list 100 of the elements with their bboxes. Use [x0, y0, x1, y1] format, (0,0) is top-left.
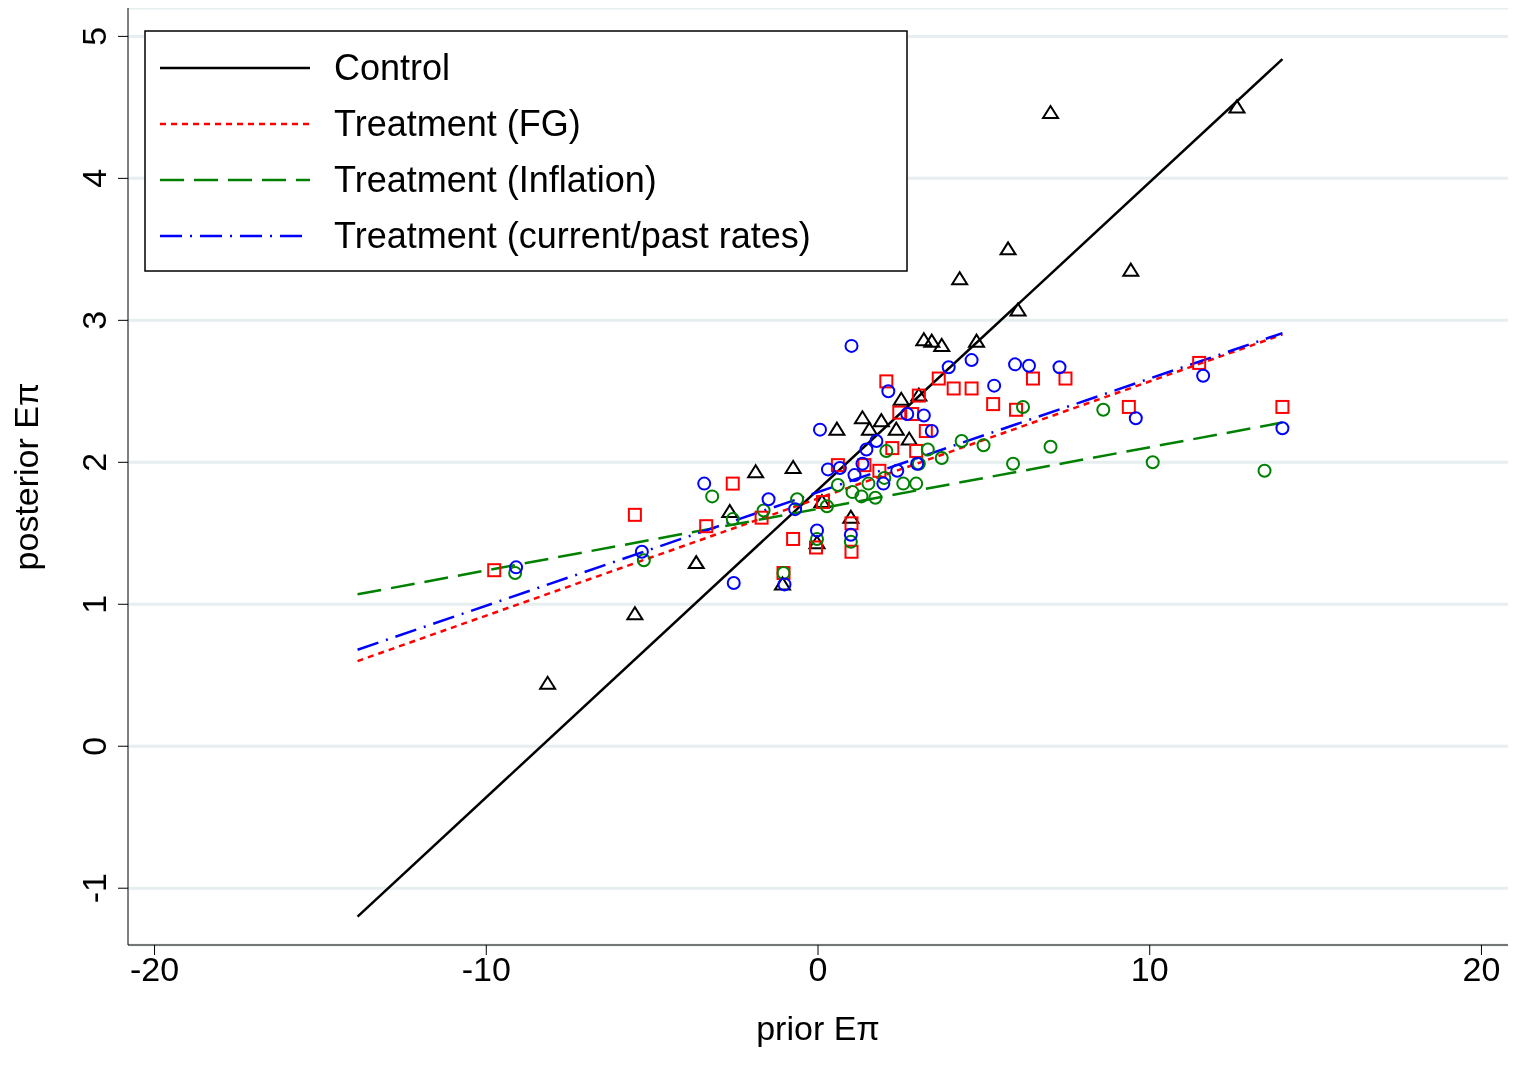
point — [843, 534, 858, 549]
point — [705, 489, 720, 504]
point — [509, 560, 524, 575]
point — [1196, 368, 1211, 383]
point — [1275, 399, 1290, 414]
point — [747, 464, 765, 479]
point — [844, 516, 859, 531]
point — [788, 502, 803, 517]
point — [987, 378, 1002, 393]
point — [699, 519, 714, 534]
point — [999, 241, 1017, 256]
point — [842, 509, 860, 524]
point — [868, 490, 883, 505]
point — [1128, 411, 1143, 426]
point — [905, 407, 920, 422]
point — [887, 421, 905, 436]
point — [876, 476, 891, 491]
point — [845, 485, 860, 500]
point — [951, 271, 969, 286]
point — [934, 451, 949, 466]
point — [1009, 402, 1024, 417]
point — [819, 499, 834, 514]
point — [892, 391, 910, 406]
point — [487, 563, 502, 578]
x-tick-label: -10 — [461, 950, 511, 989]
point — [872, 413, 890, 428]
point — [810, 523, 825, 538]
point — [931, 371, 946, 386]
point — [1009, 302, 1027, 317]
point — [1096, 402, 1111, 417]
point — [900, 431, 918, 446]
point — [1043, 439, 1058, 454]
point — [916, 408, 931, 423]
y-axis-title: posterior Eπ — [7, 382, 46, 571]
point — [964, 381, 979, 396]
point — [539, 675, 557, 690]
legend-label: Treatment (current/past rates) — [334, 215, 811, 256]
point — [756, 503, 771, 518]
point — [820, 462, 835, 477]
point — [1275, 421, 1290, 436]
point — [844, 338, 859, 353]
point — [634, 544, 649, 559]
point — [924, 424, 939, 439]
point — [872, 463, 887, 478]
point — [721, 503, 739, 518]
point — [1257, 463, 1272, 478]
point — [508, 566, 523, 581]
point — [986, 397, 1001, 412]
point — [830, 478, 845, 493]
point — [881, 384, 896, 399]
point — [812, 422, 827, 437]
point — [854, 489, 869, 504]
point — [1122, 262, 1140, 277]
point — [687, 555, 705, 570]
point — [923, 333, 941, 348]
point — [726, 575, 741, 590]
point — [828, 421, 846, 436]
point — [896, 476, 911, 491]
point — [754, 510, 769, 525]
point — [1192, 355, 1207, 370]
point — [1145, 455, 1160, 470]
point — [890, 463, 905, 478]
y-tick-label: 0 — [75, 736, 113, 756]
point — [976, 438, 991, 453]
point — [869, 434, 884, 449]
y-tick-label: 3 — [75, 310, 113, 330]
y-tick-label: 1 — [75, 594, 113, 614]
point — [1025, 371, 1040, 386]
y-tick-label: 4 — [75, 168, 113, 188]
point — [1016, 399, 1031, 414]
point — [636, 553, 651, 568]
point — [954, 434, 969, 449]
point — [725, 512, 740, 527]
point — [920, 442, 935, 457]
x-tick-label: -20 — [129, 950, 180, 989]
point — [861, 476, 876, 491]
point — [697, 476, 712, 491]
point — [860, 421, 878, 436]
point — [627, 507, 642, 522]
point — [946, 381, 961, 396]
point — [853, 410, 871, 425]
point — [933, 337, 951, 352]
x-tick-label: 10 — [1130, 950, 1169, 989]
legend-label: Control — [334, 47, 451, 88]
point — [725, 476, 740, 491]
point — [1228, 99, 1246, 114]
x-axis-title: prior Eπ — [756, 1009, 880, 1047]
y-tick-label: -1 — [75, 873, 113, 904]
point — [844, 544, 859, 559]
point — [877, 470, 892, 485]
point — [968, 333, 986, 348]
point — [859, 442, 874, 457]
point — [1058, 371, 1073, 386]
y-tick-label: 2 — [75, 452, 113, 472]
point — [790, 492, 805, 507]
point — [761, 492, 776, 507]
legend-label: Treatment (Inflation) — [334, 159, 657, 200]
point — [847, 468, 862, 483]
point — [900, 407, 915, 422]
point — [1006, 456, 1021, 471]
